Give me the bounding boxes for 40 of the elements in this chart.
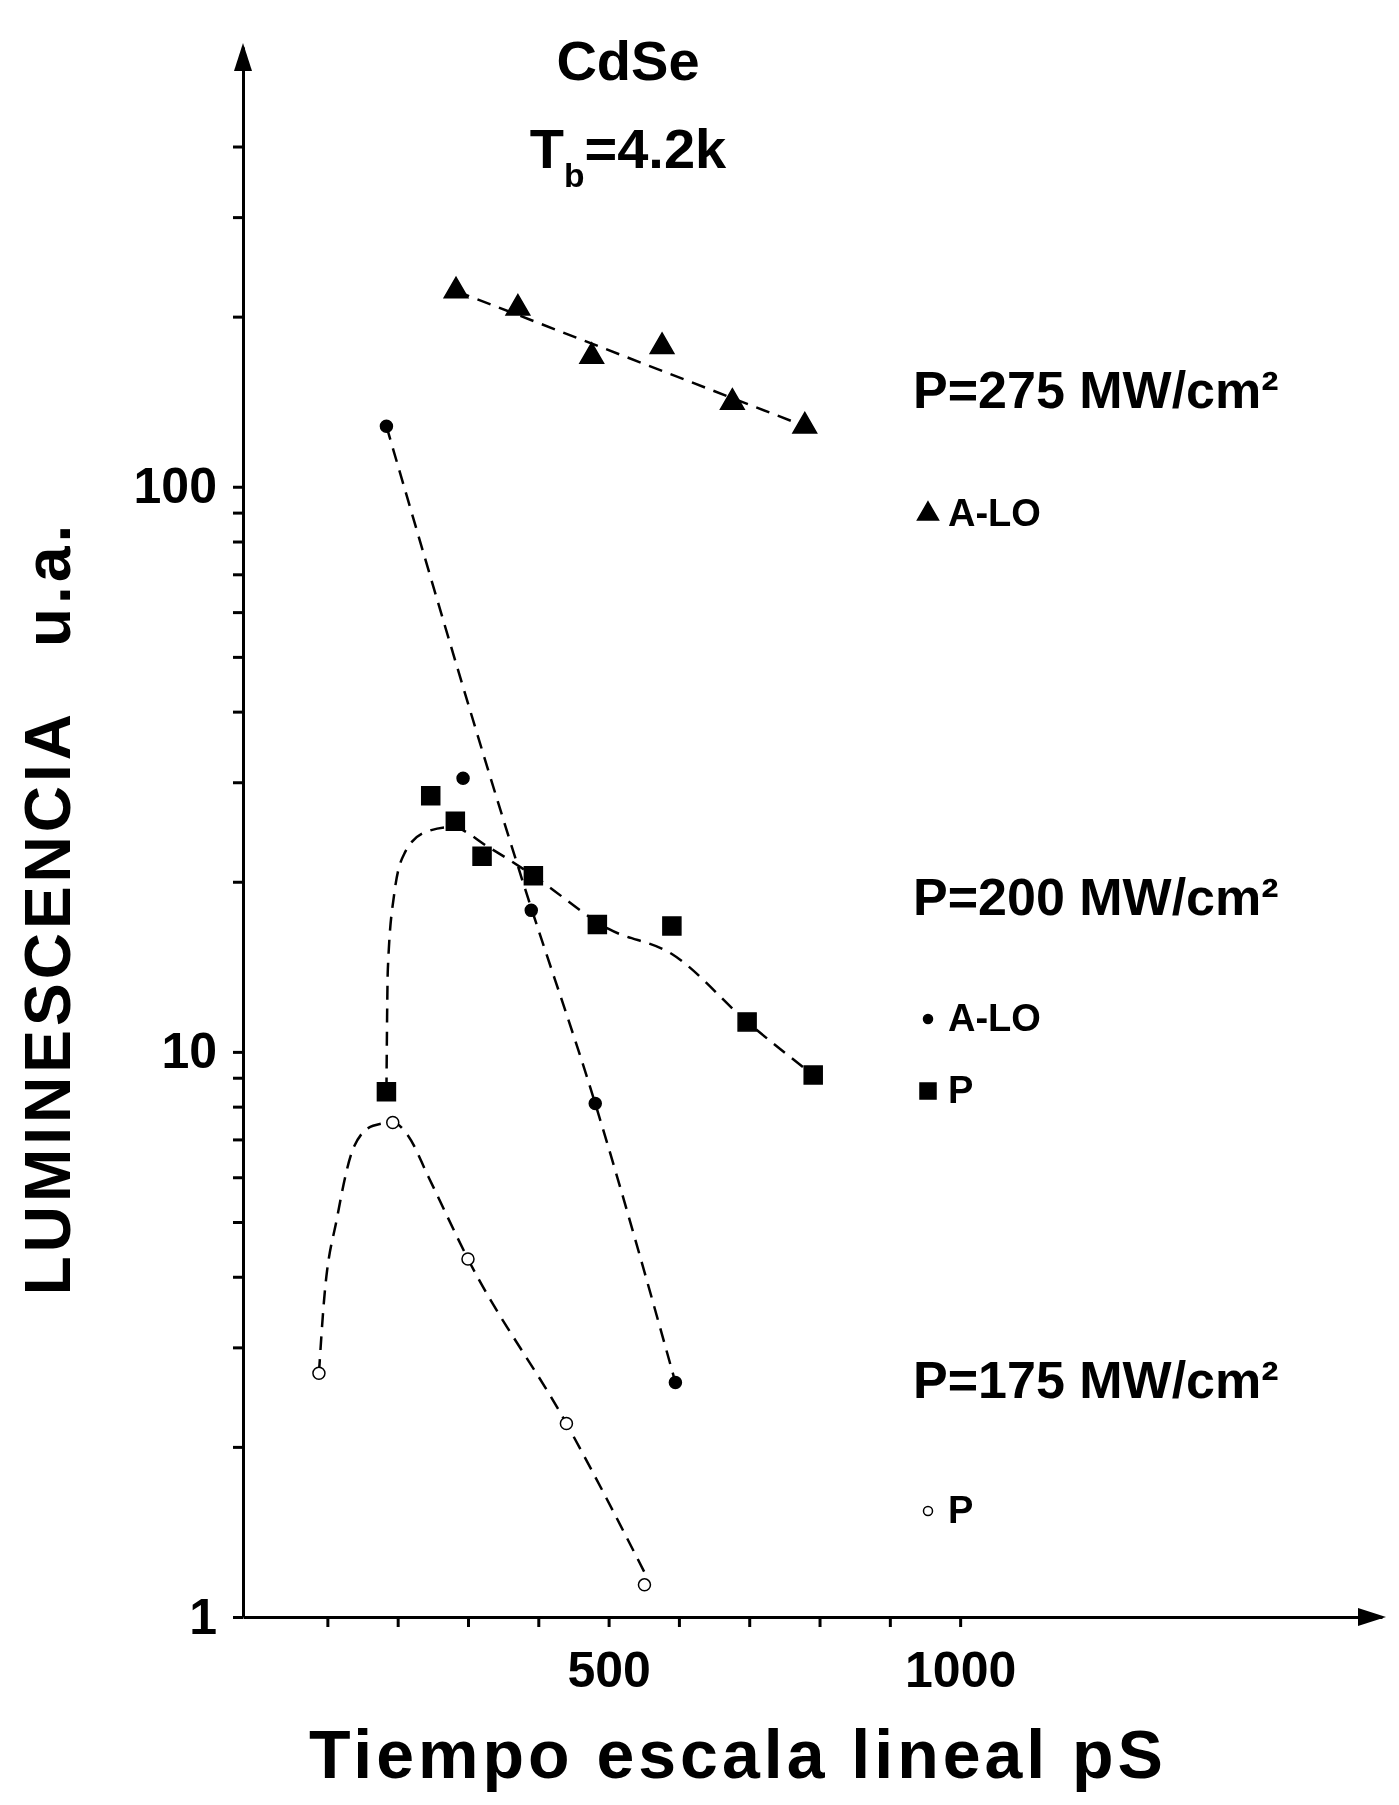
x-tick-label: 1000 bbox=[905, 1641, 1017, 1698]
point bbox=[420, 785, 441, 806]
y-tick-label: 10 bbox=[161, 1023, 217, 1080]
legend-label: A-LO bbox=[948, 492, 1041, 534]
point bbox=[637, 1578, 652, 1592]
legend-label: A-LO bbox=[948, 997, 1041, 1039]
point bbox=[524, 903, 539, 918]
point bbox=[461, 1252, 475, 1266]
point bbox=[456, 771, 470, 785]
point bbox=[386, 1115, 400, 1130]
point bbox=[803, 1065, 823, 1085]
point bbox=[523, 865, 544, 886]
point bbox=[719, 388, 745, 411]
point bbox=[505, 293, 531, 316]
point bbox=[662, 916, 682, 936]
y-tick-label: 1 bbox=[189, 1588, 217, 1645]
y-tick-label: 100 bbox=[133, 458, 217, 515]
point bbox=[579, 342, 605, 365]
point bbox=[668, 1375, 683, 1390]
legend-label: P bbox=[948, 1069, 974, 1111]
point bbox=[792, 411, 818, 434]
annotation: P=200 MW/cm² bbox=[913, 868, 1279, 926]
point bbox=[312, 1366, 326, 1380]
x-axis-title: Tiempo escala lineal pS bbox=[309, 1716, 1167, 1792]
annotation: P=275 MW/cm² bbox=[913, 361, 1279, 419]
point bbox=[559, 1416, 574, 1431]
point bbox=[376, 1082, 397, 1102]
x-tick-label: 500 bbox=[567, 1641, 651, 1698]
point bbox=[587, 914, 608, 935]
point bbox=[737, 1012, 757, 1032]
point bbox=[588, 1096, 602, 1111]
text: T$_{b}$=4.2k bbox=[529, 117, 728, 194]
legend-label: P bbox=[948, 1489, 974, 1531]
annotation: P=175 MW/cm² bbox=[913, 1351, 1279, 1409]
point bbox=[443, 276, 469, 299]
chart-title: CdSe bbox=[556, 29, 700, 92]
point bbox=[472, 846, 492, 866]
point bbox=[649, 332, 675, 355]
y-axis-title: LUMINESCENCIA u.a. bbox=[12, 520, 84, 1296]
point bbox=[445, 811, 466, 831]
